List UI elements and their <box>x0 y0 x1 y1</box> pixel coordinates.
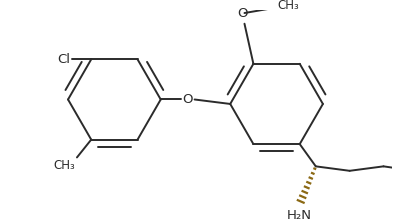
Text: CH₃: CH₃ <box>54 159 75 172</box>
Text: CH₃: CH₃ <box>278 0 299 12</box>
Text: Cl: Cl <box>57 53 70 66</box>
Text: O: O <box>237 7 248 20</box>
Text: O: O <box>182 93 193 106</box>
Text: H₂N: H₂N <box>287 209 312 222</box>
